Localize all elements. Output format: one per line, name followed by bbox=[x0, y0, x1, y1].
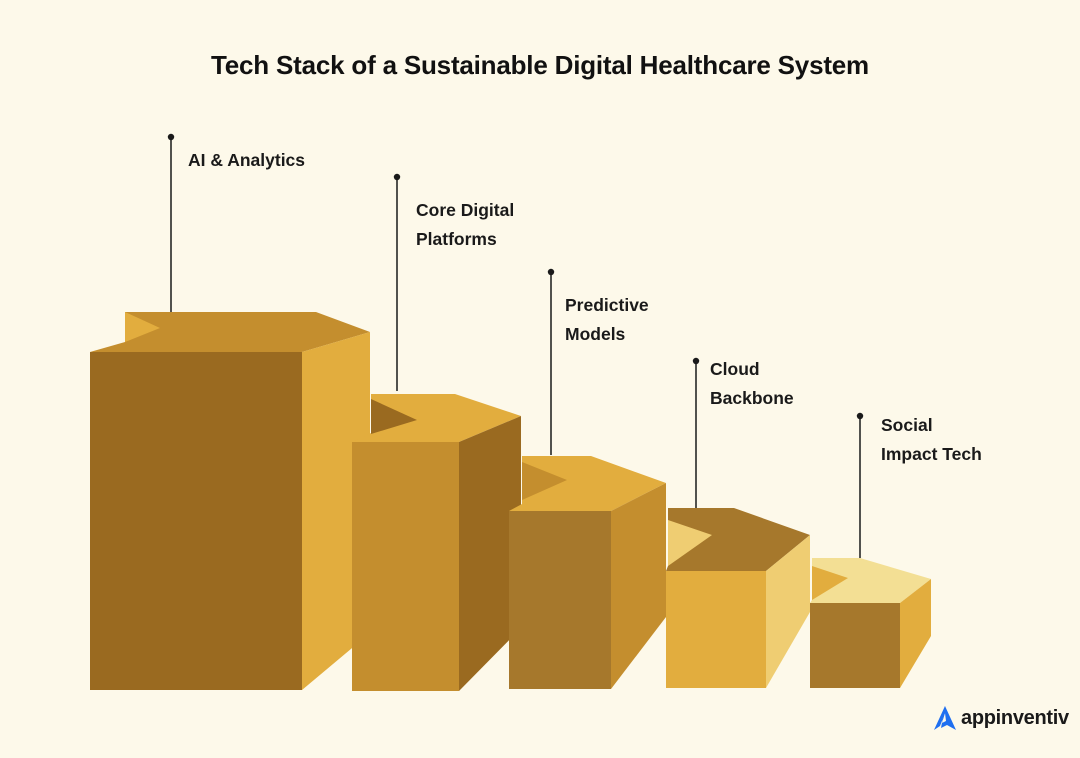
diagram-title: Tech Stack of a Sustainable Digital Heal… bbox=[211, 50, 869, 80]
leader-line-cloud-backbone bbox=[692, 357, 700, 508]
block-predictive-models bbox=[509, 456, 666, 689]
label-line: Cloud bbox=[710, 359, 760, 379]
leader-line-ai-analytics bbox=[167, 133, 175, 312]
label-line: Models bbox=[565, 324, 626, 344]
leader-line-social-impact-tech bbox=[856, 412, 864, 558]
label-ai-analytics: AI & Analytics bbox=[188, 146, 305, 175]
label-predictive-models: Predictive Models bbox=[565, 291, 649, 349]
block-core-digital-platforms bbox=[352, 394, 521, 691]
leader-line-core-digital-platforms bbox=[393, 173, 401, 391]
label-line: Backbone bbox=[710, 388, 794, 408]
label-line: Platforms bbox=[416, 229, 497, 249]
label-line: AI & Analytics bbox=[188, 150, 306, 170]
leader-line-predictive-models bbox=[547, 268, 555, 455]
label-core-digital-platforms: Core Digital Platforms bbox=[416, 196, 514, 254]
label-social-impact-tech: Social Impact Tech bbox=[881, 411, 982, 469]
appinventiv-logo-icon bbox=[934, 706, 956, 730]
block-social-impact-tech bbox=[810, 558, 931, 688]
label-line: Core Digital bbox=[416, 200, 515, 220]
label-line: Social bbox=[881, 415, 933, 435]
block-ai-analytics bbox=[90, 312, 370, 690]
label-line: Impact Tech bbox=[881, 444, 982, 464]
brand-name: appinventiv bbox=[961, 706, 1069, 729]
label-line: Predictive bbox=[565, 295, 649, 315]
label-cloud-backbone: Cloud Backbone bbox=[710, 355, 794, 413]
brand-logo: appinventiv bbox=[932, 704, 1069, 732]
block-cloud-backbone bbox=[666, 508, 810, 688]
